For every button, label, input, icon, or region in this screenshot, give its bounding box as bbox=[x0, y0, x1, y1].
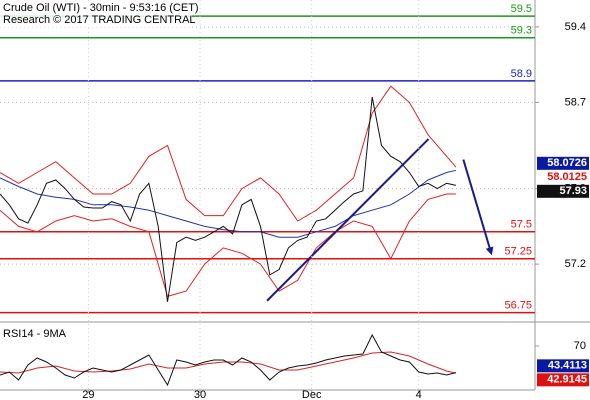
trend-line bbox=[266, 138, 430, 302]
price-marker-label: 58.0125 bbox=[547, 171, 587, 183]
series-line bbox=[0, 96, 457, 302]
x-tick-label: 30 bbox=[194, 389, 206, 400]
level-label: 56.75 bbox=[504, 300, 532, 312]
series-line bbox=[0, 193, 456, 298]
x-tick-label: 4 bbox=[416, 389, 422, 400]
series-group bbox=[0, 333, 457, 387]
price-marker-label: 42.9145 bbox=[547, 374, 587, 386]
level-label: 57.25 bbox=[504, 246, 532, 258]
series-line bbox=[0, 333, 457, 387]
trend-line bbox=[462, 159, 494, 256]
price-marker bbox=[537, 373, 589, 387]
y-tick-label: 59.4 bbox=[565, 21, 586, 33]
series-line bbox=[0, 85, 457, 222]
price-marker bbox=[537, 359, 589, 373]
chart-title: Crude Oil (WTI) - 30min - 9:53:16 (CET) bbox=[3, 2, 199, 14]
series-line bbox=[0, 351, 457, 374]
level-label: 58.9 bbox=[511, 68, 532, 80]
series-group bbox=[0, 85, 457, 302]
level-label: 57.5 bbox=[511, 219, 532, 231]
price-marker bbox=[537, 184, 589, 198]
chart-subtitle: Research © 2017 TRADING CENTRAL bbox=[3, 14, 196, 26]
level-label: 59.3 bbox=[511, 25, 532, 37]
y-tick-label: 57.2 bbox=[565, 258, 586, 270]
price-marker bbox=[537, 156, 589, 170]
header-bg bbox=[0, 1, 192, 27]
level-label: 59.5 bbox=[511, 3, 532, 15]
price-marker bbox=[537, 170, 589, 184]
x-tick-label: Dec bbox=[302, 389, 322, 400]
rsi-title: RSI14 - 9MA bbox=[3, 328, 67, 340]
y-tick-label: 70 bbox=[574, 340, 586, 352]
price-marker-label: 43.4113 bbox=[548, 360, 587, 372]
x-tick-label: 29 bbox=[82, 389, 94, 400]
series-line bbox=[0, 169, 457, 238]
price-marker-label: 57.93 bbox=[559, 185, 587, 197]
price-marker-label: 58.0726 bbox=[547, 157, 587, 169]
y-tick-label: 58.7 bbox=[565, 96, 586, 108]
